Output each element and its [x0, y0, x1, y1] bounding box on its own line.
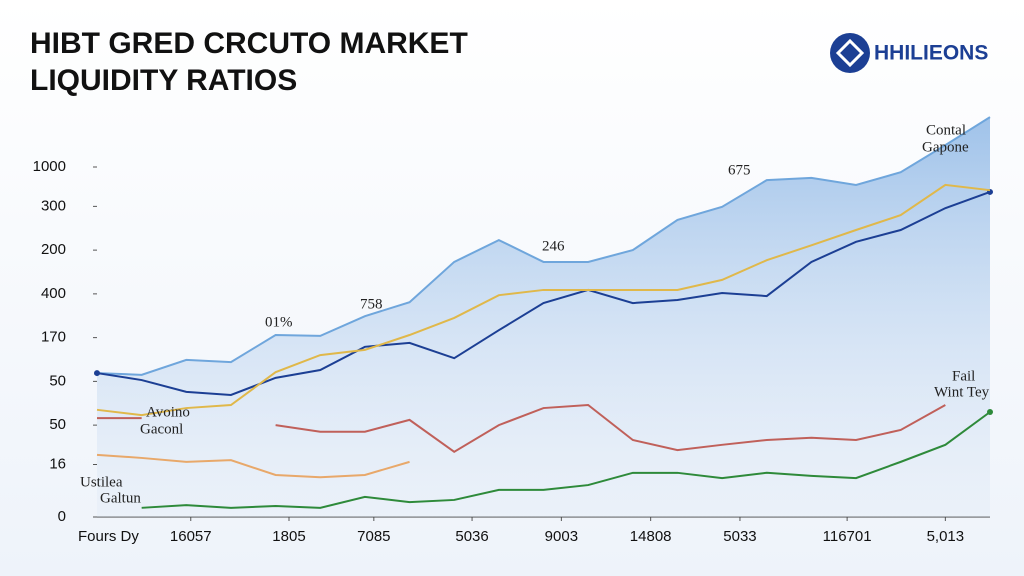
x-tick-label: 5036 — [455, 528, 488, 545]
annotation: Galtun — [100, 490, 141, 506]
x-tick-label: 5033 — [723, 528, 756, 545]
x-tick-label: 9003 — [545, 528, 578, 545]
annotation: Ustilea — [80, 474, 123, 490]
annotation: 675 — [728, 162, 751, 178]
logo: HHILIEONS — [830, 33, 988, 73]
annotation: Avoino — [146, 404, 190, 420]
annotation: Gaconl — [140, 421, 183, 437]
chart-title: LIQUIDITY RATIOS — [30, 64, 297, 97]
line — [141, 411, 991, 509]
y-tick-label: 300 — [41, 197, 66, 214]
annotation: Contal — [926, 122, 966, 138]
x-tick-label: 5,013 — [927, 528, 965, 545]
annotation: 758 — [360, 296, 383, 312]
area — [97, 117, 990, 517]
logo-text: HHILIEONS — [874, 42, 988, 65]
logo-icon — [830, 33, 870, 73]
x-tick-label: 116701 — [823, 528, 872, 545]
x-tick-label: 7085 — [357, 528, 390, 545]
x-tick-label: 16057 — [170, 528, 212, 545]
x-axis-label: Fours Dy — [78, 528, 139, 545]
y-tick-label: 170 — [41, 329, 66, 346]
chart-title: HIBT GRED CRCUTO MARKET — [30, 27, 468, 60]
line — [97, 403, 946, 454]
point — [94, 370, 100, 377]
y-tick-label: 50 — [49, 372, 66, 389]
plot — [93, 116, 993, 521]
x-tick-label: 14808 — [630, 528, 672, 545]
x-tick-label: 1805 — [272, 528, 305, 545]
y-tick-label: 200 — [41, 241, 66, 258]
annotation: Wint Tey — [934, 384, 990, 400]
point — [987, 409, 993, 415]
line — [96, 453, 410, 479]
y-tick-label: 400 — [41, 285, 66, 302]
y-tick-label: 0 — [58, 508, 66, 525]
y-tick-label: 1000 — [33, 158, 66, 175]
annotation: Gapone — [922, 139, 969, 155]
line — [96, 190, 991, 396]
y-tick-label: 16 — [49, 455, 66, 472]
logo-glyph — [835, 38, 865, 68]
area-edge — [96, 116, 991, 376]
annotation: Fail — [952, 368, 975, 384]
line — [96, 183, 991, 417]
annotation: 01% — [265, 314, 293, 330]
annotation: 246 — [542, 238, 565, 254]
y-tick-label: 50 — [49, 416, 66, 433]
